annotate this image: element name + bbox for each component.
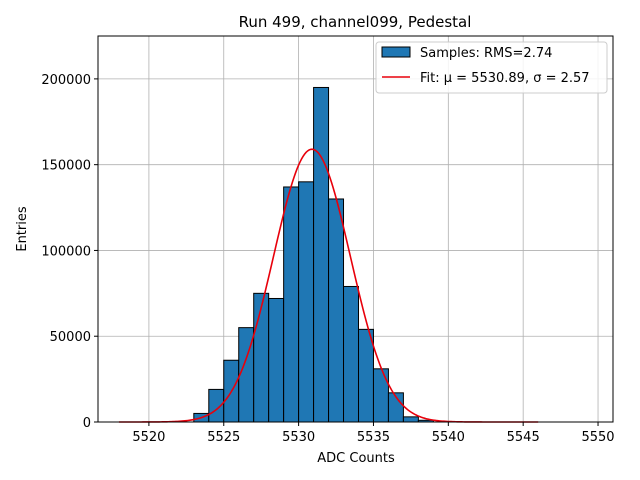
x-tick-label: 5530 [282,430,315,445]
y-tick-label: 50000 [50,330,91,345]
x-tick-label: 5535 [357,430,390,445]
histogram-bar [253,292,270,423]
x-axis-ticks: 5520 5525 5530 5535 5540 5545 5550 [132,422,615,445]
histogram-bar [298,181,315,423]
histogram-bar [343,285,359,423]
x-tick-label: 5520 [132,430,165,445]
y-tick-label: 100000 [41,244,91,259]
histogram-bar [328,198,345,423]
histogram-bar [372,368,389,423]
chart-title: Run 499, channel099, Pedestal [239,13,472,31]
histogram-bar [313,86,330,423]
y-tick-label: 200000 [41,73,91,88]
legend-label-fit: Fit: μ = 5530.89, σ = 2.57 [420,71,590,86]
legend-label-histogram: Samples: RMS=2.74 [420,46,552,61]
y-axis-title: Entries [15,206,30,252]
histogram-bar [268,297,285,423]
y-tick-label: 150000 [41,159,91,174]
x-tick-label: 5540 [432,430,465,445]
histogram-bar [402,416,419,423]
x-axis-title: ADC Counts [317,451,395,466]
histogram-bars [193,86,434,423]
y-tick-label: 0 [83,416,91,431]
y-axis-ticks: 0 50000 100000 150000 200000 [41,73,98,431]
plot-frame [97,35,614,423]
legend: Samples: RMS=2.74 Fit: μ = 5530.89, σ = … [375,41,608,94]
legend-box [375,41,608,94]
legend-swatch-histogram [381,46,411,58]
x-tick-label: 5545 [507,430,540,445]
histogram-bar [357,328,374,423]
x-tick-label: 5550 [581,430,614,445]
histogram-bar [283,186,300,423]
x-tick-label: 5525 [207,430,240,445]
